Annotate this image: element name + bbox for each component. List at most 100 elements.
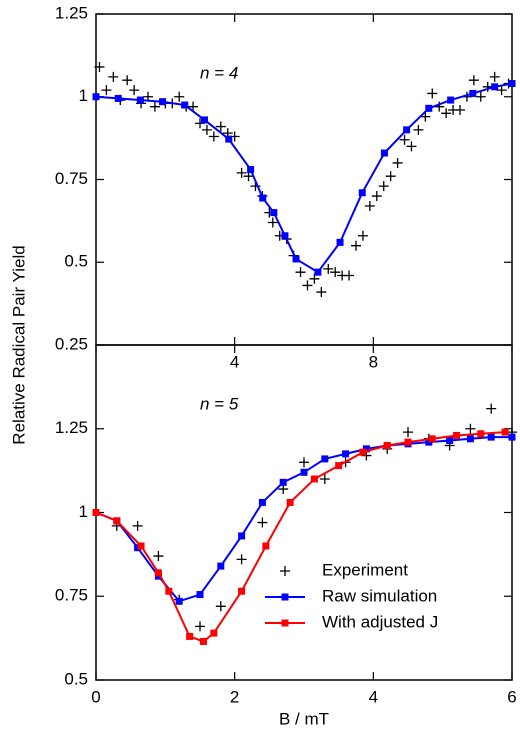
data-point [195, 621, 205, 632]
data-point [136, 96, 144, 104]
data-point [270, 209, 278, 217]
data-point [447, 96, 455, 104]
data-point [122, 75, 133, 86]
legend-marker [280, 566, 290, 576]
data-point [300, 468, 308, 476]
data-point [310, 475, 318, 483]
data-point [321, 455, 329, 463]
legend-label: With adjusted J [322, 612, 438, 631]
plot-frame [95, 13, 513, 346]
data-point [238, 587, 246, 595]
data-point [94, 61, 105, 72]
data-point [383, 442, 391, 449]
data-point [357, 230, 368, 241]
data-point [215, 601, 226, 612]
data-point [259, 194, 267, 202]
y-axis-label: Relative Radical Pair Yield [9, 245, 28, 444]
data-point [92, 93, 100, 101]
data-point [466, 435, 474, 443]
data-point [199, 637, 207, 645]
data-point [92, 509, 100, 516]
data-point [465, 423, 476, 434]
y-tick-label: 1 [79, 502, 88, 521]
data-point [475, 91, 486, 102]
data-point [404, 438, 412, 446]
data-point [247, 166, 255, 174]
data-point [236, 167, 247, 178]
data-point [101, 85, 112, 96]
plot-frame [95, 344, 513, 681]
data-point [427, 88, 438, 99]
data-point [378, 181, 389, 192]
data-point [489, 71, 500, 82]
data-point [186, 632, 194, 640]
data-point [201, 124, 212, 135]
data-point [217, 562, 225, 570]
data-point [281, 232, 289, 240]
data-point [225, 135, 233, 143]
data-point [508, 80, 516, 88]
data-point [385, 171, 396, 182]
data-point [149, 101, 160, 112]
x-tick-label: 4 [230, 352, 239, 371]
data-point [154, 569, 162, 577]
legend-label: Raw simulation [322, 586, 437, 605]
data-point [399, 134, 410, 145]
x-axis-label: B / mT [279, 709, 329, 728]
data-point [238, 532, 246, 540]
annotation: n = 4 [200, 63, 238, 82]
data-point [299, 457, 309, 468]
y-tick-label: 1.25 [55, 3, 88, 22]
data-point [501, 428, 509, 436]
data-point [314, 268, 322, 276]
legend-marker [281, 619, 289, 627]
data-point [403, 126, 411, 134]
y-tick-label: 0.75 [55, 169, 88, 188]
y-tick-label: 0.5 [64, 669, 88, 688]
series-line [95, 431, 506, 643]
data-point [425, 104, 433, 112]
data-point [129, 85, 140, 96]
legend-marker [281, 593, 289, 601]
data-point [236, 554, 247, 565]
data-point [468, 75, 479, 86]
y-tick-label: 0.5 [64, 252, 88, 271]
data-point [420, 111, 431, 122]
data-point [323, 263, 334, 274]
data-point [359, 448, 367, 456]
data-point [491, 83, 499, 91]
data-point [175, 597, 183, 605]
x-tick-label: 6 [507, 687, 516, 706]
x-tick-label: 4 [369, 687, 378, 706]
data-point [292, 255, 300, 263]
data-point [335, 462, 343, 470]
data-point [496, 85, 507, 96]
x-tick-label: 2 [230, 687, 239, 706]
x-tick-label: 0 [91, 687, 100, 706]
data-point [351, 240, 361, 251]
data-point [210, 629, 218, 637]
data-point [316, 287, 327, 298]
data-point [153, 551, 164, 562]
y-tick-label: 1 [79, 86, 88, 105]
data-point [482, 81, 493, 92]
data-point [295, 267, 306, 278]
data-point [441, 108, 452, 119]
data-point [455, 104, 465, 115]
x-tick-label: 8 [369, 352, 378, 371]
data-point [257, 517, 268, 528]
data-point [428, 435, 436, 443]
data-point [208, 131, 219, 142]
data-point [181, 101, 189, 109]
data-point [114, 94, 122, 102]
data-point [132, 520, 143, 531]
series-line [95, 82, 513, 274]
data-point [165, 587, 173, 595]
data-point [258, 498, 266, 506]
data-point [406, 141, 417, 152]
data-point [267, 217, 278, 228]
data-point [477, 430, 485, 438]
data-point [108, 71, 119, 82]
legend-label: Experiment [322, 560, 408, 579]
data-point [196, 591, 204, 599]
